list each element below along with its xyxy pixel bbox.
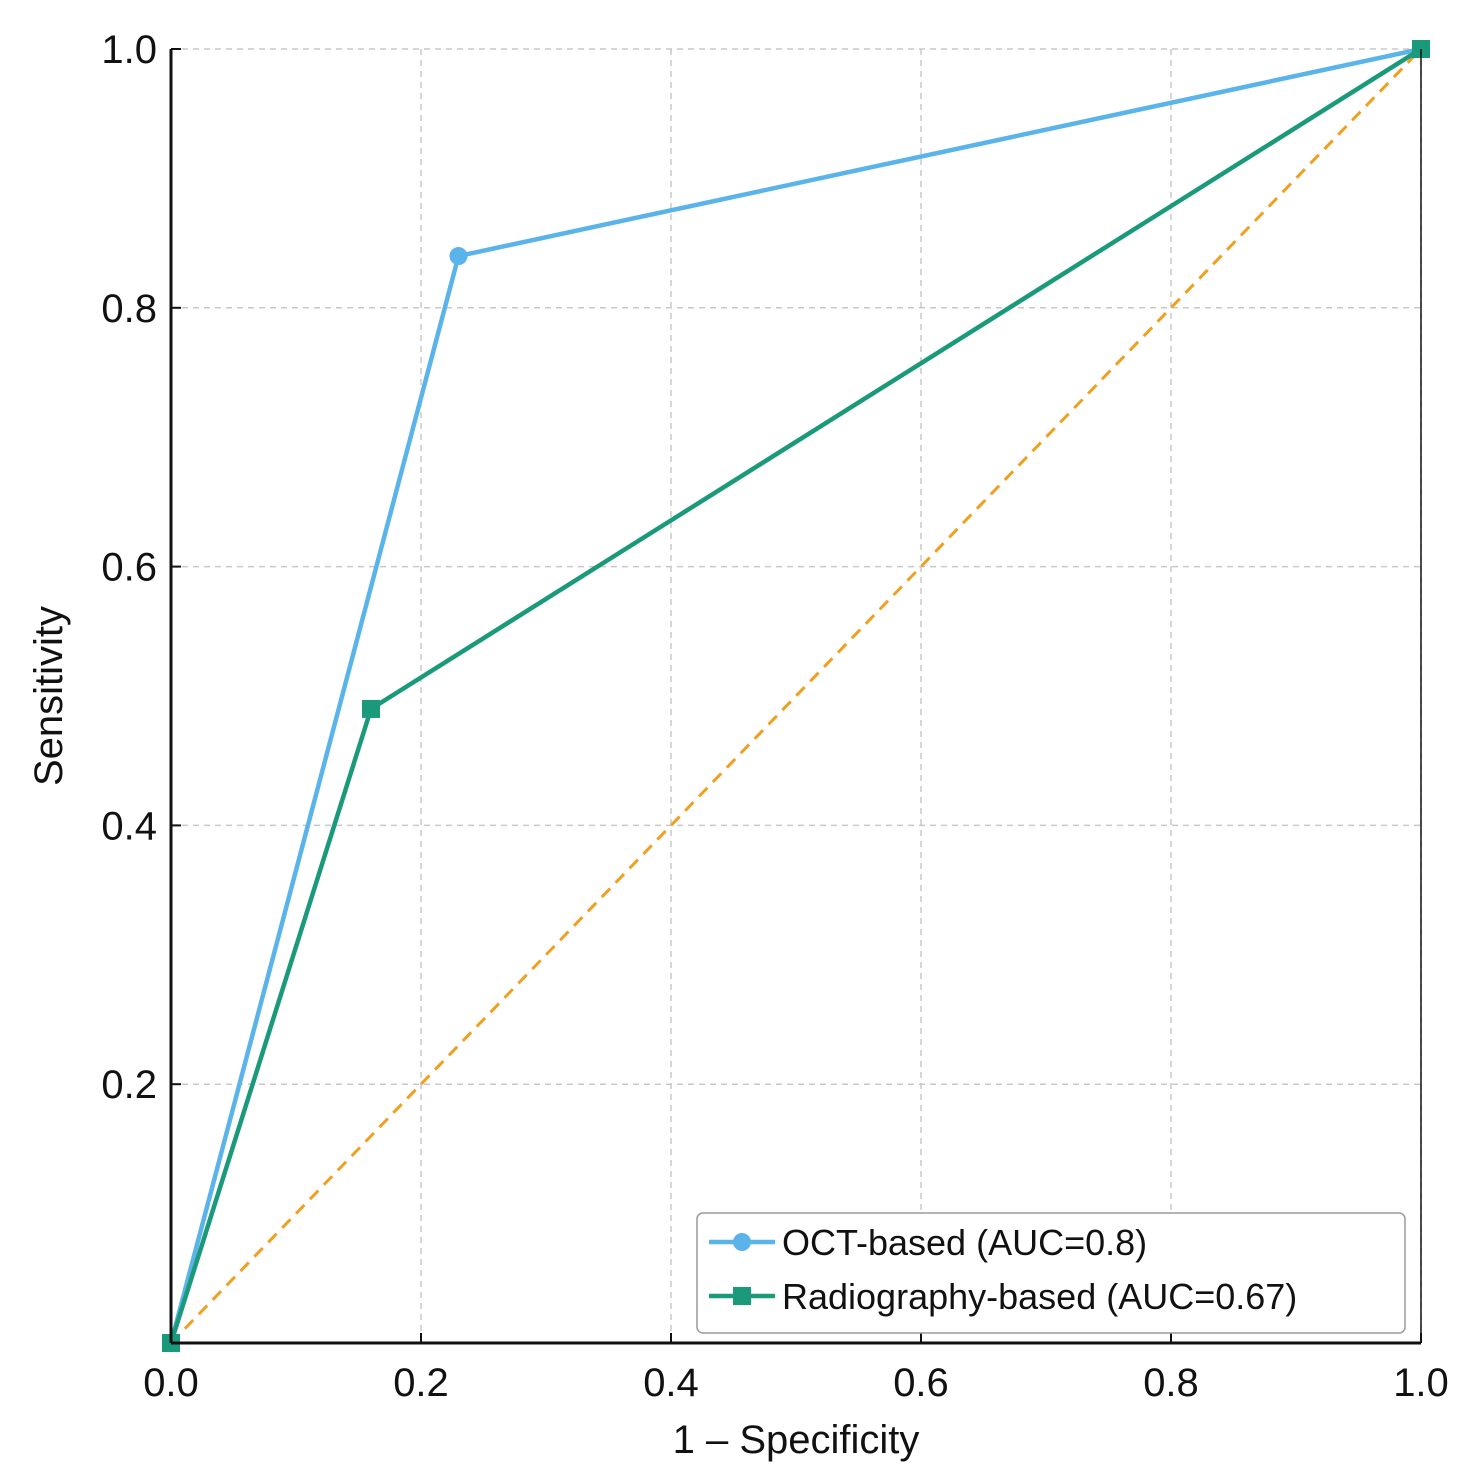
x-tick-label-3: 0.6 <box>893 1361 949 1405</box>
y-tick-label-1: 0.4 <box>101 804 157 848</box>
legend-marker-1 <box>733 1287 751 1305</box>
x-tick-label-0: 0.0 <box>143 1361 199 1405</box>
axes <box>169 48 1422 1345</box>
x-tick-label-2: 0.4 <box>643 1361 699 1405</box>
legend-label-1: Radiography-based (AUC=0.67) <box>782 1276 1297 1317</box>
legend-box <box>696 1212 1406 1334</box>
series-1-point-1 <box>362 699 380 718</box>
y-tick-label-3: 0.8 <box>101 287 157 331</box>
y-tick-label-0: 0.2 <box>101 1063 157 1107</box>
x-tick-label-4: 0.8 <box>1143 1361 1199 1405</box>
series-0-point-1 <box>449 247 468 266</box>
x-tick-label-1: 0.2 <box>393 1361 449 1405</box>
legend: OCT-based (AUC=0.8) Radiography-based (AU… <box>696 1212 1406 1334</box>
legend-label-0: OCT-based (AUC=0.8) <box>782 1222 1147 1263</box>
legend-marker-0 <box>733 1233 751 1251</box>
y-tick-label-2: 0.6 <box>101 546 157 590</box>
x-tick-label-5: 1.0 <box>1393 1361 1449 1405</box>
legend-items: OCT-based (AUC=0.8) Radiography-based (AU… <box>709 1222 1297 1317</box>
x-axis-title: 1 – Specificity <box>673 1418 920 1462</box>
chance-diagonal-line <box>169 47 1423 1345</box>
series-layer <box>162 40 1430 1352</box>
y-tick-label-4: 1.0 <box>101 28 157 72</box>
tick-labels: 0.0 0.2 0.4 0.6 0.8 1.0 0.2 0.4 0.6 0.8 1.0 <box>101 28 1448 1405</box>
y-axis-title: Sensitivity <box>27 606 71 786</box>
